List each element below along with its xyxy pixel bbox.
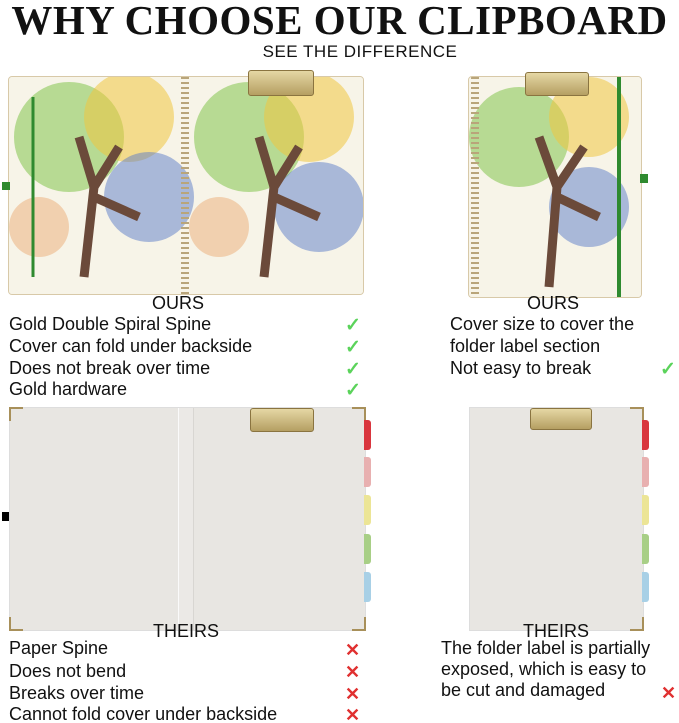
divider-tab xyxy=(364,495,371,525)
feature-line: Paper Spine xyxy=(9,638,109,658)
cross-icon: ✕ xyxy=(345,705,361,723)
cross-icon: ✕ xyxy=(345,662,361,682)
theirs-closed-clipboard-image xyxy=(469,407,644,631)
divider-tab xyxy=(642,495,649,525)
cross-icon: ✕ xyxy=(345,640,361,660)
ours-closed-clipboard-image xyxy=(468,76,642,298)
divider-tab xyxy=(364,420,371,450)
paper-spine xyxy=(178,408,194,630)
tree-artwork xyxy=(469,77,641,297)
feature-line: Cannot fold cover under backside xyxy=(9,704,278,723)
clip-hardware xyxy=(530,408,592,430)
feature-line: Breaks over time xyxy=(9,683,145,703)
ours-label: OURS xyxy=(151,293,204,313)
divider-tab xyxy=(642,457,649,487)
theirs-label: THEIRS xyxy=(522,621,589,641)
clip-hardware xyxy=(248,70,314,96)
feature-line: Does not break over time xyxy=(9,358,211,378)
marker xyxy=(2,512,9,521)
elastic-tab xyxy=(2,182,10,190)
feature-line: exposed, which is easy to xyxy=(441,659,647,679)
divider-tab xyxy=(642,420,649,450)
tree-artwork xyxy=(9,77,363,294)
feature-line: The folder label is partially xyxy=(441,638,651,658)
feature-line: Not easy to break xyxy=(450,358,592,378)
theirs-open-clipboard-image xyxy=(9,407,366,631)
feature-line: folder label section xyxy=(450,336,601,356)
ours-open-clipboard-image xyxy=(8,76,364,295)
page-subtitle: SEE THE DIFFERENCE xyxy=(262,42,458,61)
divider-tab xyxy=(364,572,371,602)
feature-line: Gold Double Spiral Spine xyxy=(9,314,212,334)
ours-label: OURS xyxy=(526,293,579,313)
feature-line: be cut and damaged xyxy=(441,680,606,700)
feature-line: Cover size to cover the xyxy=(450,314,635,334)
divider-tab xyxy=(364,457,371,487)
theirs-label: THEIRS xyxy=(152,621,219,641)
check-icon: ✓ xyxy=(345,315,361,336)
check-icon: ✓ xyxy=(345,359,361,380)
cross-icon: ✕ xyxy=(661,683,677,703)
clip-hardware xyxy=(525,72,589,96)
divider-tab xyxy=(642,572,649,602)
feature-line: Does not bend xyxy=(9,661,127,681)
feature-line: Gold hardware xyxy=(9,379,128,399)
cross-icon: ✕ xyxy=(345,684,361,704)
divider-tab xyxy=(642,534,649,564)
clip-hardware xyxy=(250,408,314,432)
check-icon: ✓ xyxy=(345,380,361,401)
check-icon: ✓ xyxy=(660,359,676,380)
page-title: WHY CHOOSE OUR CLIPBOARD xyxy=(11,0,668,43)
elastic-tab xyxy=(640,174,648,183)
divider-tab xyxy=(364,534,371,564)
check-icon: ✓ xyxy=(345,337,361,358)
feature-line: Cover can fold under backside xyxy=(9,336,253,356)
